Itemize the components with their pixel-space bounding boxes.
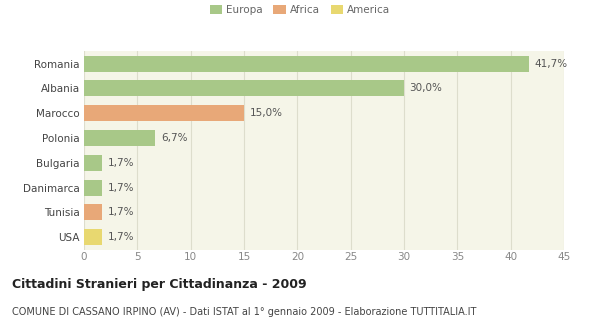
Bar [84, 105, 244, 121]
Text: Cittadini Stranieri per Cittadinanza - 2009: Cittadini Stranieri per Cittadinanza - 2… [12, 278, 307, 292]
Text: 1,7%: 1,7% [107, 183, 134, 193]
Bar [84, 130, 155, 146]
Bar [84, 229, 102, 245]
Text: 41,7%: 41,7% [534, 59, 567, 68]
Text: 1,7%: 1,7% [107, 158, 134, 168]
Bar [84, 56, 529, 72]
Bar [84, 155, 102, 171]
Bar [84, 204, 102, 220]
Text: COMUNE DI CASSANO IRPINO (AV) - Dati ISTAT al 1° gennaio 2009 - Elaborazione TUT: COMUNE DI CASSANO IRPINO (AV) - Dati IST… [12, 307, 476, 317]
Legend: Europa, Africa, America: Europa, Africa, America [210, 5, 390, 15]
Text: 30,0%: 30,0% [409, 84, 442, 93]
Bar [84, 180, 102, 196]
Bar [84, 80, 404, 96]
Text: 6,7%: 6,7% [161, 133, 187, 143]
Text: 1,7%: 1,7% [107, 232, 134, 242]
Text: 15,0%: 15,0% [250, 108, 283, 118]
Text: 1,7%: 1,7% [107, 207, 134, 217]
